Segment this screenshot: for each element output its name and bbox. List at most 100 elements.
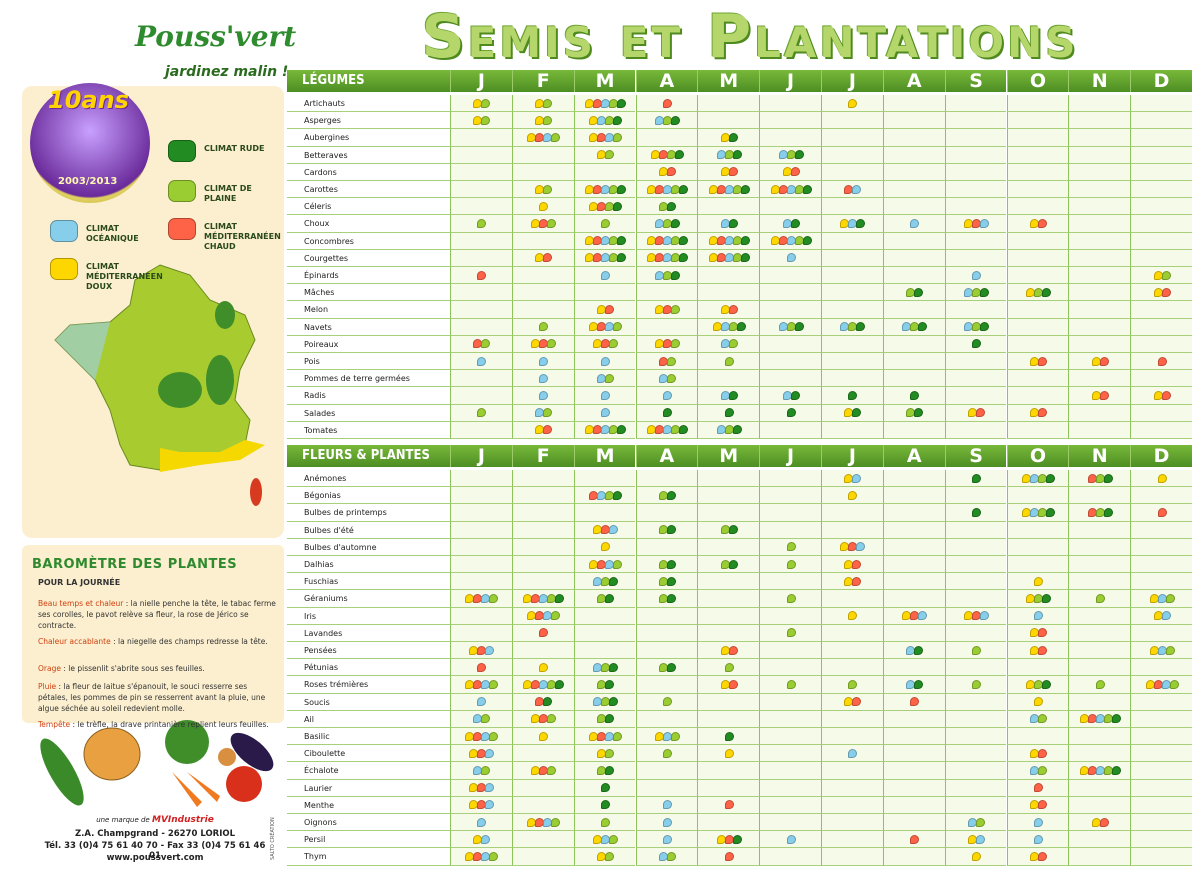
month-cell: [882, 590, 945, 608]
month-cell: [697, 814, 760, 832]
climate-dot: [972, 851, 982, 861]
month-cell: [697, 710, 760, 728]
row-name: Pensées: [287, 642, 450, 660]
address: Z.A. Champgrand - 26270 LORIOL: [74, 829, 236, 839]
month-cell: [882, 521, 945, 539]
month-cell: [450, 112, 512, 130]
climate-label: CLIMAT RUDE: [204, 144, 265, 153]
climate-dot: [666, 662, 676, 672]
month-cell: [821, 504, 883, 522]
month-cell: [821, 556, 883, 574]
climate-dot: [848, 490, 858, 500]
month-cell: [882, 249, 945, 267]
barometer-title: BAROMÈTRE DES PLANTES: [32, 557, 238, 572]
month-cell: [1006, 163, 1069, 181]
month-cell: [821, 387, 883, 405]
month-cell: [450, 831, 512, 849]
climate-dot: [678, 253, 688, 263]
month-cell: [1006, 590, 1069, 608]
month-cell: [1006, 521, 1069, 539]
anniversary-badge: [30, 83, 150, 203]
month-cell: [821, 163, 883, 181]
month-cell: [511, 387, 574, 405]
month-cell: [1130, 129, 1192, 147]
month-cell: [511, 163, 574, 181]
month-cell: [944, 521, 1007, 539]
month-cell: [1068, 95, 1131, 113]
month-cell: [1006, 335, 1069, 353]
month-cell: [1068, 642, 1131, 660]
climate-dot: [790, 167, 800, 177]
climate-dot: [555, 679, 565, 689]
month-cell: [697, 556, 760, 574]
month-cell: [635, 848, 698, 866]
month-cell: [573, 146, 636, 164]
climate-dot: [662, 748, 672, 758]
climate-dot: [617, 253, 627, 263]
month-cell: [1130, 573, 1192, 591]
climate-dot: [786, 408, 796, 418]
month-cell: [944, 181, 1007, 199]
month-cell: [450, 573, 512, 591]
climate-dot: [547, 765, 557, 775]
month-cell: [882, 728, 945, 746]
month-cell: [821, 267, 883, 285]
month-cell: [450, 421, 512, 439]
month-cell: [697, 284, 760, 302]
month-cell: [635, 421, 698, 439]
month-cell: [1068, 607, 1131, 625]
month-cell: [1130, 693, 1192, 711]
month-cell: [450, 710, 512, 728]
brand-intro-text: une marque de: [96, 816, 150, 824]
climate-dot: [666, 167, 676, 177]
month-cell: [944, 487, 1007, 505]
climate-dot: [613, 490, 623, 500]
row-name: Ail: [287, 710, 450, 728]
vegetables-illustration: [40, 720, 274, 807]
month-cell: [1130, 796, 1192, 814]
climate-dot: [609, 525, 619, 535]
month-cell: [697, 590, 760, 608]
climate-dot: [477, 218, 487, 228]
month-cell: [882, 421, 945, 439]
barometer-text: : le trèfle, la drave printanière replie…: [70, 720, 269, 729]
month-cell: [944, 470, 1007, 488]
month-cell: [511, 301, 574, 319]
month-cell: [759, 728, 821, 746]
month-cell: [450, 146, 512, 164]
month-cell: [944, 129, 1007, 147]
month-cell: [635, 267, 698, 285]
month-cell: [573, 95, 636, 113]
climate-dot: [477, 408, 487, 418]
month-cell: [1068, 112, 1131, 130]
month-cell: [759, 370, 821, 388]
climate-dot: [728, 132, 738, 142]
month-cell: [944, 814, 1007, 832]
month-cell: [1068, 504, 1131, 522]
month-cell: [573, 796, 636, 814]
month-cell: [821, 470, 883, 488]
month-cell: [635, 521, 698, 539]
month-cell: [697, 504, 760, 522]
month-cell: [1006, 659, 1069, 677]
month-cell: [882, 693, 945, 711]
row-name: Échalote: [287, 762, 450, 780]
row-name: Anémones: [287, 470, 450, 488]
climate-dot: [790, 390, 800, 400]
month-header: J: [759, 70, 821, 92]
month-cell: [944, 112, 1007, 130]
barometer-text: : le pissenlit s'abrite sous ses feuille…: [60, 664, 205, 673]
month-cell: [882, 215, 945, 233]
section-header: LÉGUMES: [287, 70, 450, 92]
month-cell: [635, 624, 698, 642]
climate-dot: [1033, 697, 1043, 707]
climate-dot: [740, 253, 750, 263]
row-name: Pommes de terre germées: [287, 370, 450, 388]
month-cell: [821, 831, 883, 849]
climate-dot: [605, 748, 615, 758]
month-cell: [759, 504, 821, 522]
climate-dot: [613, 322, 623, 332]
climate-dot: [728, 304, 738, 314]
climate-dot: [539, 322, 549, 332]
month-cell: [450, 404, 512, 422]
